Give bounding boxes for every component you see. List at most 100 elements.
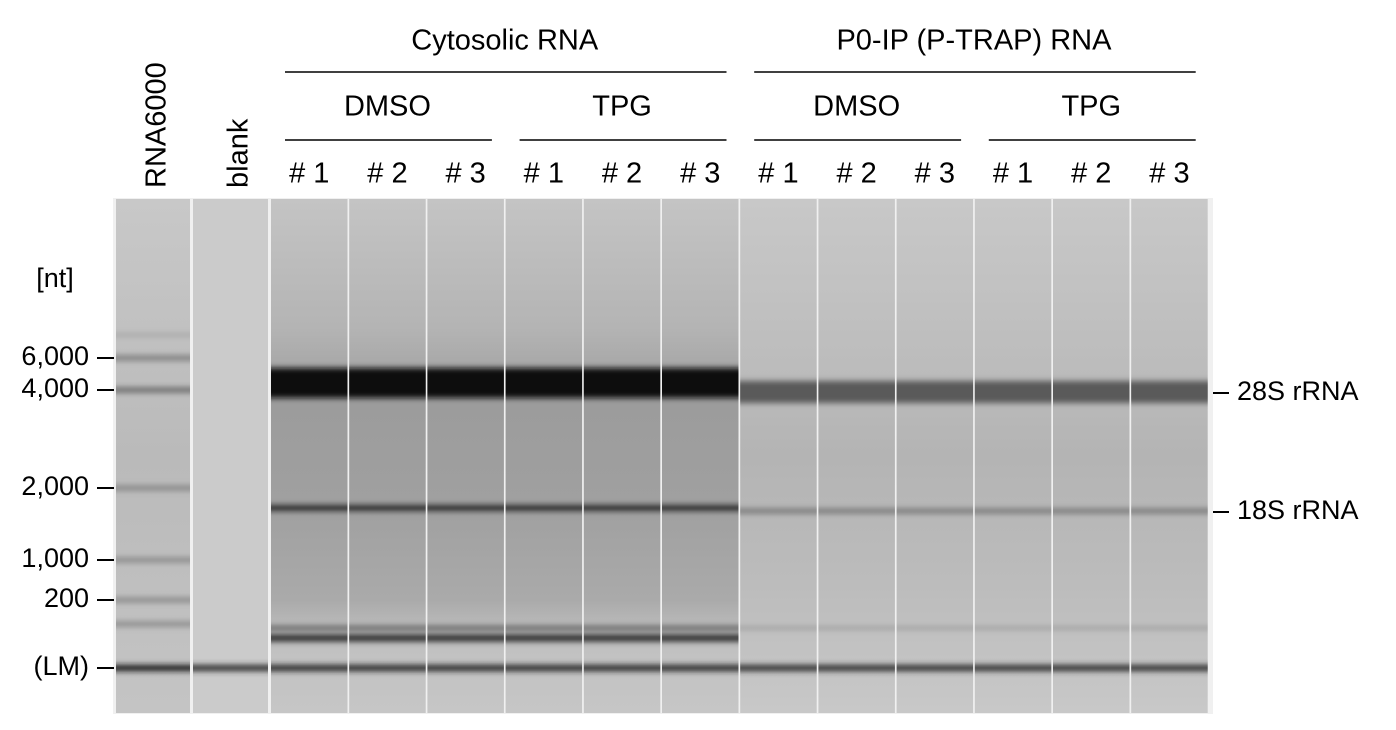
band	[740, 665, 817, 671]
replicate-label: # 2	[602, 158, 642, 190]
band	[583, 634, 661, 642]
lane	[818, 199, 895, 713]
replicate-label: # 3	[915, 158, 955, 190]
replicate-label: # 2	[367, 158, 407, 190]
band	[349, 665, 426, 671]
size-marker: 2,000	[21, 471, 89, 501]
size-marker: 4,000	[21, 373, 89, 403]
lane	[1053, 199, 1130, 713]
band	[427, 505, 504, 511]
replicate-label: # 3	[1149, 158, 1189, 190]
band	[974, 665, 1052, 671]
band	[896, 508, 974, 514]
lane	[1131, 199, 1208, 713]
band	[1053, 508, 1130, 514]
band	[349, 505, 426, 511]
replicate-label: # 1	[289, 158, 329, 190]
ladder-label: RNA6000	[141, 62, 173, 188]
band	[740, 508, 817, 514]
replicate-label: # 1	[758, 158, 798, 190]
band	[505, 626, 583, 630]
band	[896, 626, 974, 630]
condition-label: DMSO	[813, 91, 900, 123]
band	[271, 634, 348, 642]
band	[740, 381, 817, 403]
band	[427, 626, 504, 630]
band	[583, 368, 661, 398]
band	[1131, 381, 1208, 403]
band	[974, 381, 1052, 403]
size-marker: 1,000	[21, 543, 89, 573]
size-marker: (LM)	[34, 651, 90, 681]
replicate-label: # 2	[1071, 158, 1111, 190]
band	[583, 665, 661, 671]
lane	[896, 199, 974, 713]
lane	[740, 199, 817, 713]
band	[349, 626, 426, 630]
band-label: 28S rRNA	[1237, 376, 1359, 406]
band	[271, 368, 348, 398]
replicate-label: # 2	[836, 158, 876, 190]
band	[818, 381, 895, 403]
band	[974, 626, 1052, 630]
condition-label: TPG	[592, 91, 652, 123]
band	[116, 333, 190, 337]
band	[1131, 626, 1208, 630]
band	[349, 634, 426, 642]
band	[427, 665, 504, 671]
band	[116, 485, 190, 491]
band	[662, 368, 739, 398]
replicate-label: # 1	[524, 158, 564, 190]
group-label: Cytosolic RNA	[411, 25, 599, 57]
band	[662, 626, 739, 630]
band	[740, 626, 817, 630]
band	[116, 665, 190, 671]
band	[662, 634, 739, 642]
condition-label: TPG	[1061, 91, 1121, 123]
condition-label: DMSO	[344, 91, 431, 123]
band	[583, 505, 661, 511]
size-marker: 200	[44, 583, 89, 613]
band	[505, 665, 583, 671]
band	[271, 665, 348, 671]
band	[116, 597, 190, 603]
band	[116, 621, 190, 627]
band	[427, 634, 504, 642]
band	[1053, 665, 1130, 671]
band	[1053, 381, 1130, 403]
band	[1131, 508, 1208, 514]
lane	[116, 199, 190, 713]
band	[427, 368, 504, 398]
band	[271, 626, 348, 630]
band	[116, 387, 190, 393]
band	[662, 665, 739, 671]
band	[193, 665, 268, 671]
blank-label: blank	[223, 118, 255, 188]
band	[1053, 626, 1130, 630]
replicate-label: # 1	[993, 158, 1033, 190]
band	[349, 368, 426, 398]
band	[583, 626, 661, 630]
band	[1131, 665, 1208, 671]
band	[505, 505, 583, 511]
band	[974, 508, 1052, 514]
size-unit: [nt]	[36, 263, 74, 293]
group-label: P0-IP (P-TRAP) RNA	[836, 25, 1112, 57]
replicate-label: # 3	[445, 158, 485, 190]
band	[116, 557, 190, 563]
band	[896, 381, 974, 403]
band	[505, 634, 583, 642]
band	[662, 505, 739, 511]
band	[116, 355, 190, 361]
size-marker: 6,000	[21, 341, 89, 371]
band	[896, 665, 974, 671]
replicate-label: # 3	[680, 158, 720, 190]
band	[818, 665, 895, 671]
lane	[193, 199, 268, 713]
band-label: 18S rRNA	[1237, 495, 1359, 525]
lane	[974, 199, 1052, 713]
band	[271, 505, 348, 511]
band	[505, 368, 583, 398]
band	[818, 626, 895, 630]
